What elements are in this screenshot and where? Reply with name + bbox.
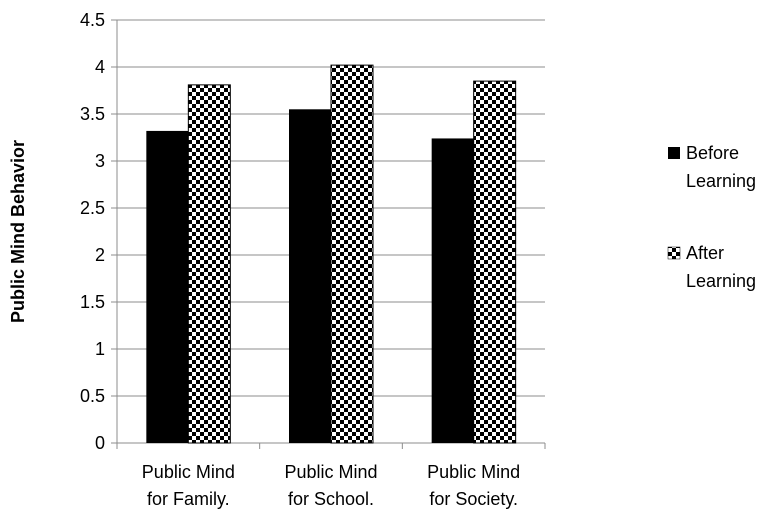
legend-label-after: Learning	[686, 271, 756, 291]
bar-after-2	[473, 80, 517, 444]
legend-label-before: Learning	[686, 171, 756, 191]
bar-after-1	[330, 64, 374, 444]
legend-swatch-after	[667, 246, 681, 260]
y-tick-label: 2	[95, 245, 105, 265]
y-tick-label: 0.5	[80, 386, 105, 406]
y-tick-label: 3.5	[80, 104, 105, 124]
x-category-label: for School.	[288, 489, 374, 509]
legend-swatch-before	[668, 147, 680, 159]
bars	[146, 64, 517, 444]
y-tick-label: 4.5	[80, 10, 105, 30]
bar-before-1	[289, 109, 331, 444]
legend: Before Learning After Learning	[667, 143, 756, 291]
legend-label-before: Before	[686, 143, 739, 163]
bar-before-0	[146, 130, 189, 444]
y-tick-label: 3	[95, 151, 105, 171]
bar-after-0	[187, 84, 231, 444]
y-axis-title: Public Mind Behavior	[8, 140, 28, 323]
legend-label-after: After	[686, 243, 724, 263]
bar-before-2	[431, 138, 474, 443]
y-tick-label: 1	[95, 339, 105, 359]
y-tick-label: 4	[95, 57, 105, 77]
x-category-label: for Family.	[147, 489, 230, 509]
x-category-label: Public Mind	[142, 462, 235, 482]
y-tick-label: 0	[95, 433, 105, 453]
labels: 0 0.5 1 1.5 2 2.5 3 3.5 4 4.5 Public Mind Behavior…	[8, 10, 520, 509]
x-category-label: Public Mind	[284, 462, 377, 482]
y-tick-label: 1.5	[80, 292, 105, 312]
axes	[111, 19, 546, 449]
x-category-label: Public Mind	[427, 462, 520, 482]
x-category-label: for Society.	[429, 489, 518, 509]
y-tick-label: 2.5	[80, 198, 105, 218]
